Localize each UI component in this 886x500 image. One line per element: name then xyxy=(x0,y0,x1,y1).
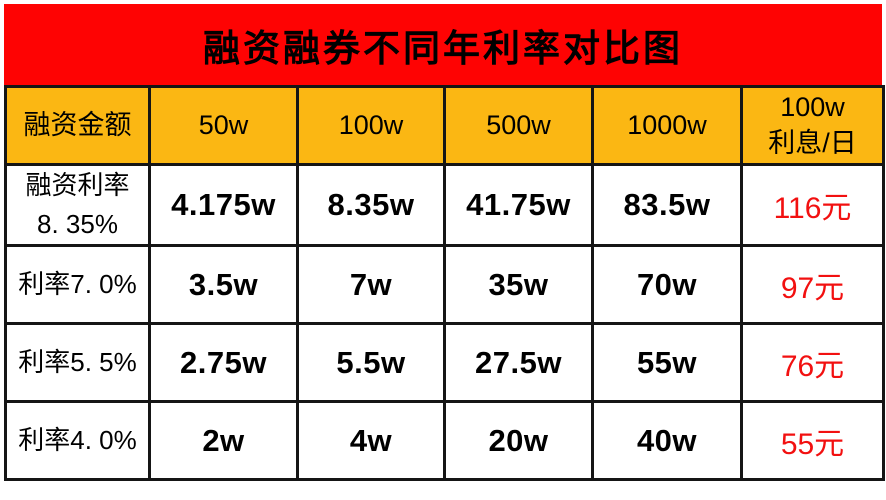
rate-comparison-infographic: 融资融券不同年利率对比图 融资金额 50w 100w 500w 1000w 10… xyxy=(4,4,885,481)
value-cell: 3.5w xyxy=(148,244,299,325)
page-title: 融资融券不同年利率对比图 xyxy=(203,27,683,69)
value-cell: 70w xyxy=(591,244,743,325)
title-banner: 融资融券不同年利率对比图 xyxy=(4,4,882,85)
rate-comparison-table: 融资金额 50w 100w 500w 1000w 100w 利息/日 融资利率 … xyxy=(4,85,885,481)
col-header-100w: 100w xyxy=(296,85,446,166)
value-cell: 83.5w xyxy=(591,163,743,247)
value-cell: 2.75w xyxy=(148,322,299,403)
row-label: 利率7. 0% xyxy=(4,244,151,325)
row-label: 利率5. 5% xyxy=(4,322,151,403)
value-cell: 41.75w xyxy=(443,163,594,247)
col-header-1000w: 1000w xyxy=(591,85,743,166)
value-cell: 2w xyxy=(148,400,299,481)
value-cell: 7w xyxy=(296,244,446,325)
col-header-500w: 500w xyxy=(443,85,594,166)
value-cell: 27.5w xyxy=(443,322,594,403)
value-cell: 35w xyxy=(443,244,594,325)
interest-cell: 97元 xyxy=(740,244,885,325)
value-cell: 55w xyxy=(591,322,743,403)
value-cell: 5.5w xyxy=(296,322,446,403)
col-header-50w: 50w xyxy=(148,85,299,166)
interest-cell: 76元 xyxy=(740,322,885,403)
table-row-rate-7-0: 利率7. 0% 3.5w 7w 35w 70w 97元 xyxy=(4,244,885,325)
value-cell: 4w xyxy=(296,400,446,481)
header-row: 融资金额 50w 100w 500w 1000w 100w 利息/日 xyxy=(4,85,885,166)
interest-cell: 55元 xyxy=(740,400,885,481)
col-header-daily-interest: 100w 利息/日 xyxy=(740,85,885,166)
value-cell: 8.35w xyxy=(296,163,446,247)
col-header-financing-amount: 融资金额 xyxy=(4,85,151,166)
table-row-rate-5-5: 利率5. 5% 2.75w 5.5w 27.5w 55w 76元 xyxy=(4,322,885,403)
table-row-rate-8-35: 融资利率 8. 35% 4.175w 8.35w 41.75w 83.5w 11… xyxy=(4,163,885,247)
row-label: 利率4. 0% xyxy=(4,400,151,481)
value-cell: 20w xyxy=(443,400,594,481)
value-cell: 4.175w xyxy=(148,163,299,247)
table-row-rate-4-0: 利率4. 0% 2w 4w 20w 40w 55元 xyxy=(4,400,885,481)
interest-cell: 116元 xyxy=(740,163,885,247)
row-label: 融资利率 8. 35% xyxy=(4,163,151,247)
value-cell: 40w xyxy=(591,400,743,481)
